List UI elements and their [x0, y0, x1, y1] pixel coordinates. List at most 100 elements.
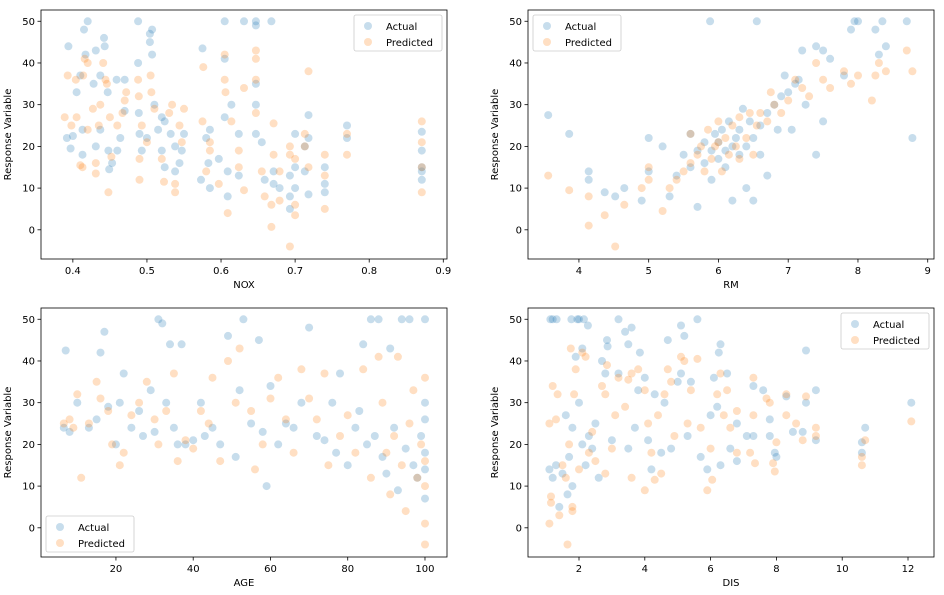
data-point-actual — [812, 42, 821, 51]
y-tick-label: 10 — [22, 184, 35, 195]
data-point-predicted — [640, 486, 649, 495]
x-tick-label: 0.9 — [435, 266, 451, 277]
data-point-predicted — [135, 154, 144, 163]
data-point-predicted — [686, 386, 695, 395]
data-point-predicted — [565, 440, 574, 449]
data-point-actual — [686, 377, 695, 386]
data-point-actual — [752, 17, 761, 26]
data-point-predicted — [770, 100, 779, 109]
data-point-actual — [96, 348, 105, 357]
data-point-actual — [104, 402, 113, 411]
data-point-predicted — [221, 88, 230, 97]
data-point-actual — [735, 125, 744, 134]
data-point-predicted — [735, 113, 744, 122]
data-point-predicted — [621, 402, 630, 411]
data-point-predicted — [683, 419, 692, 428]
data-point-predicted — [721, 134, 730, 142]
data-point-actual — [647, 465, 656, 474]
data-point-predicted — [777, 109, 786, 117]
data-point-predicted — [627, 369, 636, 378]
data-point-actual — [717, 125, 726, 134]
data-point-actual — [267, 17, 276, 26]
data-point-actual — [907, 398, 916, 407]
subplot-age: 20 40 60 80 100 0 10 20 30 40 50 AGE Response Variab… — [3, 307, 448, 589]
data-point-actual — [742, 432, 751, 440]
data-point-actual — [113, 146, 122, 155]
data-point-actual — [343, 121, 351, 130]
data-point-predicted — [320, 171, 329, 180]
data-point-predicted — [168, 100, 177, 109]
data-point-actual — [166, 129, 175, 138]
data-point-predicted — [150, 104, 159, 113]
data-point-actual — [166, 340, 174, 349]
data-point-actual — [548, 473, 557, 482]
data-point-actual — [630, 423, 639, 432]
data-point-actual — [223, 167, 232, 176]
data-point-actual — [234, 129, 243, 138]
data-point-predicted — [545, 519, 554, 528]
x-tick-label: 10 — [836, 564, 849, 575]
data-point-predicted — [663, 365, 672, 374]
data-point-actual — [552, 461, 560, 470]
data-point-predicted — [854, 71, 862, 80]
y-tick-label: 50 — [22, 315, 35, 326]
data-point-actual — [677, 369, 685, 378]
data-point-predicted — [220, 50, 229, 59]
data-point-actual — [665, 192, 674, 201]
data-point-predicted — [706, 444, 715, 453]
data-point-predicted — [563, 540, 572, 549]
data-point-actual — [728, 196, 737, 205]
data-point-actual — [336, 369, 344, 378]
data-point-predicted — [108, 440, 117, 449]
data-point-predicted — [624, 375, 633, 384]
data-point-actual — [180, 129, 188, 138]
legend-label-actual: Actual — [565, 22, 596, 33]
y-tick-label: 20 — [22, 440, 35, 451]
data-point-predicted — [802, 392, 810, 401]
data-point-predicted — [714, 117, 723, 126]
data-point-actual — [305, 323, 314, 332]
data-point-predicted — [91, 159, 100, 168]
data-point-predicted — [235, 344, 244, 353]
data-point-actual — [791, 79, 800, 88]
data-point-predicted — [749, 411, 758, 420]
data-point-predicted — [867, 96, 876, 105]
subplot-rm: 4 5 6 7 8 9 0 10 20 30 40 50 RM Response Variable Actu… — [490, 9, 935, 291]
data-point-actual — [798, 46, 807, 55]
data-point-actual — [254, 336, 263, 345]
data-point-actual — [854, 17, 862, 26]
axes-frame — [40, 307, 448, 558]
data-point-predicted — [142, 377, 151, 386]
data-point-actual — [135, 407, 144, 415]
data-point-actual — [262, 482, 271, 491]
data-point-actual — [275, 184, 284, 193]
data-point-actual — [343, 134, 351, 142]
data-point-predicted — [782, 411, 791, 420]
data-point-actual — [763, 171, 772, 180]
data-point-actual — [588, 444, 597, 453]
data-point-actual — [773, 125, 782, 134]
data-point-predicted — [581, 352, 590, 361]
data-point-predicted — [169, 369, 178, 378]
data-point-predicted — [697, 142, 705, 151]
data-point-actual — [568, 482, 577, 491]
data-point-predicted — [405, 419, 414, 428]
data-point-predicted — [104, 407, 113, 415]
data-point-actual — [861, 423, 870, 432]
data-point-actual — [878, 17, 887, 26]
data-point-predicted — [274, 373, 283, 382]
legend-marker-predicted — [56, 539, 64, 547]
data-point-actual — [390, 423, 399, 432]
data-point-actual — [607, 436, 616, 445]
data-point-actual — [421, 415, 429, 424]
legend-box — [353, 14, 443, 52]
data-point-actual — [108, 159, 117, 168]
data-point-predicted — [76, 161, 85, 170]
data-point-actual — [134, 17, 143, 26]
data-point-predicted — [732, 407, 741, 415]
data-point-actual — [658, 142, 667, 151]
data-point-actual — [269, 179, 278, 188]
data-point-actual — [603, 336, 611, 345]
data-point-predicted — [417, 117, 426, 126]
data-point-predicted — [644, 163, 653, 172]
